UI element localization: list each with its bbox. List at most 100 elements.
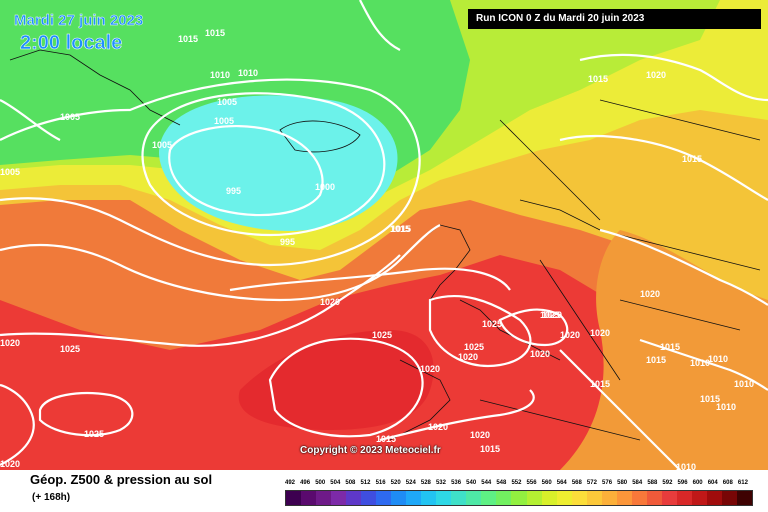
- scale-value-label: 508: [345, 480, 356, 486]
- isobar-label: 1015: [376, 434, 396, 444]
- isobar-label: 1005: [152, 140, 172, 150]
- isobar-label: 1015: [205, 28, 225, 38]
- z500-field-red-core: [238, 330, 434, 430]
- scale-swatch: [631, 491, 647, 505]
- scale-swatch: [436, 491, 452, 505]
- isobar-label: 1010: [210, 70, 230, 80]
- scale-value-label: 532: [435, 480, 446, 486]
- isobar-label: 1025: [464, 342, 484, 352]
- scale-swatch: [736, 491, 752, 505]
- isobar-label: 1015: [660, 342, 680, 352]
- scale-value-label: 564: [556, 480, 567, 486]
- scale-value-label: 588: [647, 480, 658, 486]
- scale-swatch: [301, 491, 317, 505]
- isobar-label: 1025: [482, 319, 502, 329]
- scale-value-label: 572: [586, 480, 597, 486]
- scale-value-label: 540: [466, 480, 477, 486]
- isobar-label: 1010: [716, 402, 736, 412]
- isobar-label: 1025: [84, 429, 104, 439]
- isobar-label: 1020: [560, 330, 580, 340]
- scale-swatch: [331, 491, 347, 505]
- scale-value-label: 600: [692, 480, 703, 486]
- isobar-label: 1020: [0, 459, 20, 469]
- scale-value-label: 536: [451, 480, 462, 486]
- isobar-label: 1015: [390, 224, 410, 234]
- isobar-label: 1010: [708, 354, 728, 364]
- isobar-label: 1005: [217, 97, 237, 107]
- isobar-label: 1020: [470, 430, 490, 440]
- scale-value-label: 496: [300, 480, 311, 486]
- isobar-label: 1015: [646, 355, 666, 365]
- isobar-label: 1025: [540, 310, 560, 320]
- isobar-label: 1020: [542, 310, 562, 320]
- isobar-label: 1015: [178, 34, 198, 44]
- scale-value-label: 580: [617, 480, 628, 486]
- scale-value-label: 584: [632, 480, 643, 486]
- scale-swatch: [556, 491, 572, 505]
- isobar-label: 1000: [315, 182, 335, 192]
- scale-swatch: [406, 491, 422, 505]
- scale-swatch: [721, 491, 737, 505]
- scale-swatch: [481, 491, 497, 505]
- scale-value-label: 528: [420, 480, 431, 486]
- isobar-label: 1015: [391, 224, 411, 234]
- scale-swatch: [496, 491, 512, 505]
- z500-field-cyan: [158, 95, 398, 231]
- scale-swatch: [286, 491, 302, 505]
- color-scale-bar: [285, 490, 753, 506]
- isobar-label: 1010: [238, 68, 258, 78]
- isobar-label: 1020: [458, 352, 478, 362]
- scale-swatch: [391, 491, 407, 505]
- isobar-label: 1025: [372, 330, 392, 340]
- isobar-label: 1020: [420, 364, 440, 374]
- scale-swatch: [316, 491, 332, 505]
- scale-swatch: [511, 491, 527, 505]
- isobar-label: 1020: [590, 328, 610, 338]
- isobar-label: 1005: [0, 167, 20, 177]
- scale-swatch: [691, 491, 707, 505]
- product-title: Géop. Z500 & pression au sol: [30, 472, 213, 487]
- scale-value-label: 604: [707, 480, 718, 486]
- scale-swatch: [616, 491, 632, 505]
- scale-value-label: 596: [677, 480, 688, 486]
- scale-swatch: [676, 491, 692, 505]
- scale-value-label: 520: [390, 480, 401, 486]
- copyright: Copyright © 2023 Meteociel.fr: [300, 445, 441, 456]
- isobar-label: 1020: [0, 338, 20, 348]
- isobar-label: 1015: [588, 74, 608, 84]
- scale-swatch: [346, 491, 362, 505]
- scale-value-label: 560: [541, 480, 552, 486]
- scale-swatch: [646, 491, 662, 505]
- z500-field-orange-east: [560, 230, 768, 470]
- isobar-label: 1020: [530, 349, 550, 359]
- scale-value-label: 524: [405, 480, 416, 486]
- isobar-label: 995: [280, 237, 295, 247]
- scale-value-label: 576: [602, 480, 613, 486]
- isobar-label: 1010: [676, 462, 696, 470]
- scale-value-label: 544: [481, 480, 492, 486]
- forecast-time: 2:00 locale: [20, 32, 123, 55]
- scale-swatch: [466, 491, 482, 505]
- color-scale-labels: 492 496 500 504 508 512 516 520 524 528 532 536 540 5…: [285, 480, 753, 490]
- scale-value-label: 568: [571, 480, 582, 486]
- scale-swatch: [451, 491, 467, 505]
- scale-value-label: 548: [496, 480, 507, 486]
- scale-value-label: 492: [285, 480, 296, 486]
- scale-swatch: [586, 491, 602, 505]
- scale-swatch: [421, 491, 437, 505]
- isobar-label: 1015: [700, 394, 720, 404]
- scale-swatch: [376, 491, 392, 505]
- isobar-label: 1010: [734, 379, 754, 389]
- forecast-date: Mardi 27 juin 2023: [14, 12, 144, 29]
- isobar-lines: [0, 0, 768, 470]
- scale-swatch: [601, 491, 617, 505]
- run-info: Run ICON 0 Z du Mardi 20 juin 2023: [468, 9, 761, 29]
- scale-swatch: [661, 491, 677, 505]
- isobar-label: 1015: [682, 154, 702, 164]
- scale-swatch: [541, 491, 557, 505]
- scale-value-label: 504: [330, 480, 341, 486]
- isobar-label: 1005: [214, 116, 234, 126]
- isobar-label: 1020: [428, 422, 448, 432]
